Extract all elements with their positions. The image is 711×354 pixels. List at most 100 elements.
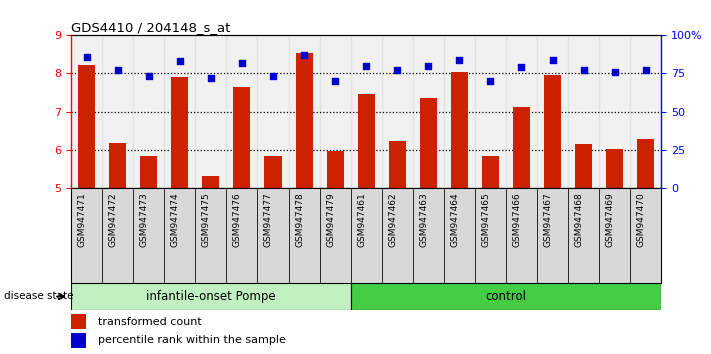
Bar xyxy=(637,139,654,188)
Bar xyxy=(296,52,313,188)
Bar xyxy=(351,188,382,283)
Point xyxy=(485,78,496,84)
Bar xyxy=(537,188,568,283)
Bar xyxy=(109,143,127,188)
Bar xyxy=(351,35,382,188)
Bar xyxy=(475,188,506,283)
Text: GSM947477: GSM947477 xyxy=(264,193,273,247)
Bar xyxy=(102,35,133,188)
Text: infantile-onset Pompe: infantile-onset Pompe xyxy=(146,290,276,303)
Text: GSM947462: GSM947462 xyxy=(388,193,397,247)
Text: GSM947476: GSM947476 xyxy=(233,193,242,247)
Point xyxy=(422,63,434,69)
Bar xyxy=(599,188,630,283)
Bar xyxy=(326,152,343,188)
Bar xyxy=(413,188,444,283)
Bar xyxy=(233,87,250,188)
Text: GSM947473: GSM947473 xyxy=(140,193,149,247)
Bar xyxy=(606,149,623,188)
Text: GSM947475: GSM947475 xyxy=(202,193,211,247)
Text: control: control xyxy=(486,290,526,303)
Point xyxy=(143,74,154,79)
Point xyxy=(547,57,558,63)
Text: GSM947479: GSM947479 xyxy=(326,193,335,247)
Bar xyxy=(506,35,537,188)
Text: GSM947467: GSM947467 xyxy=(543,193,552,247)
Bar xyxy=(289,35,319,188)
Point xyxy=(267,74,279,79)
Bar xyxy=(444,188,475,283)
Bar xyxy=(599,35,630,188)
Bar xyxy=(264,156,282,188)
Bar xyxy=(568,188,599,283)
Bar xyxy=(537,35,568,188)
Text: GSM947470: GSM947470 xyxy=(636,193,646,247)
Bar xyxy=(289,188,319,283)
Bar xyxy=(71,283,351,310)
Point xyxy=(609,69,620,75)
Bar xyxy=(71,188,102,283)
Bar xyxy=(71,314,86,329)
Bar xyxy=(382,188,413,283)
Bar xyxy=(451,72,468,188)
Text: GSM947464: GSM947464 xyxy=(450,193,459,247)
Bar xyxy=(164,35,196,188)
Bar xyxy=(133,35,164,188)
Bar xyxy=(413,35,444,188)
Bar xyxy=(482,156,499,188)
Bar xyxy=(319,35,351,188)
Bar xyxy=(351,283,661,310)
Text: percentile rank within the sample: percentile rank within the sample xyxy=(97,335,286,346)
Text: GSM947465: GSM947465 xyxy=(481,193,491,247)
Text: transformed count: transformed count xyxy=(97,316,201,327)
Bar xyxy=(630,188,661,283)
Text: GSM947468: GSM947468 xyxy=(574,193,584,247)
Point xyxy=(205,75,217,81)
Bar xyxy=(133,188,164,283)
Bar xyxy=(382,35,413,188)
Bar xyxy=(196,188,226,283)
Bar xyxy=(319,188,351,283)
Text: GSM947463: GSM947463 xyxy=(419,193,428,247)
Point xyxy=(392,68,403,73)
Text: GSM947472: GSM947472 xyxy=(109,193,118,247)
Text: GSM947466: GSM947466 xyxy=(513,193,521,247)
Bar xyxy=(575,144,592,188)
Bar xyxy=(164,188,196,283)
Point xyxy=(360,63,372,69)
Text: disease state: disease state xyxy=(4,291,73,302)
Text: GSM947474: GSM947474 xyxy=(171,193,180,247)
Bar xyxy=(544,75,561,188)
Bar xyxy=(444,35,475,188)
Bar xyxy=(257,35,289,188)
Text: GSM947478: GSM947478 xyxy=(295,193,304,247)
Bar xyxy=(102,188,133,283)
Point xyxy=(174,58,186,64)
Text: GSM947461: GSM947461 xyxy=(357,193,366,247)
Text: GSM947471: GSM947471 xyxy=(77,193,87,247)
Point xyxy=(329,78,341,84)
Bar xyxy=(171,77,188,188)
Bar xyxy=(71,35,102,188)
Bar xyxy=(389,141,406,188)
Point xyxy=(578,68,589,73)
Point xyxy=(454,57,465,63)
Bar xyxy=(506,188,537,283)
Bar xyxy=(358,95,375,188)
Point xyxy=(81,54,92,59)
Text: GSM947469: GSM947469 xyxy=(606,193,614,247)
Bar xyxy=(140,156,157,188)
Bar xyxy=(257,188,289,283)
Bar xyxy=(226,35,257,188)
Point xyxy=(299,52,310,58)
Point xyxy=(515,64,527,70)
Bar xyxy=(196,35,226,188)
Text: GDS4410 / 204148_s_at: GDS4410 / 204148_s_at xyxy=(71,21,230,34)
Point xyxy=(640,68,651,73)
Bar xyxy=(78,65,95,188)
Bar xyxy=(226,188,257,283)
Point xyxy=(236,60,247,65)
Bar xyxy=(71,333,86,348)
Bar xyxy=(203,176,220,188)
Bar xyxy=(630,35,661,188)
